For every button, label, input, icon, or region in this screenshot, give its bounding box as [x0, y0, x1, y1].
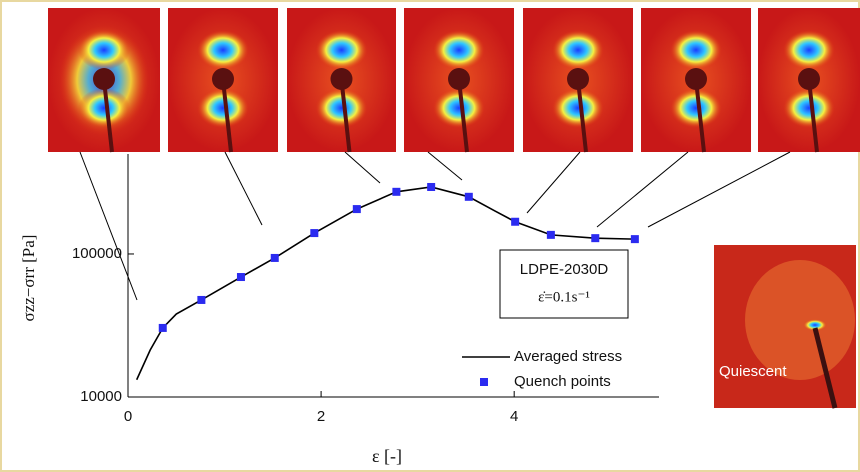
x-tick-label: 0: [124, 408, 132, 425]
blob: [78, 88, 130, 128]
blob: [433, 88, 485, 128]
legend-label: Quench points: [514, 373, 611, 390]
thumbnails: [48, 8, 860, 153]
quench-point: [546, 230, 555, 239]
beamstop: [567, 68, 589, 90]
legend-marker: [480, 378, 488, 386]
quench-point: [392, 187, 401, 196]
blob: [552, 30, 604, 70]
beamstop-arm: [457, 79, 469, 153]
leader: [427, 151, 463, 181]
beamstop: [330, 68, 353, 90]
blob: [783, 88, 835, 128]
blob: [783, 30, 835, 70]
blob: [433, 30, 485, 70]
blob: [670, 88, 722, 128]
scatter-ring: [745, 260, 855, 380]
leader: [224, 151, 263, 226]
beamstop: [212, 68, 234, 90]
quench-point: [464, 192, 473, 201]
quench-point: [427, 182, 436, 191]
blob: [197, 88, 249, 128]
x-tick-label: 4: [510, 408, 518, 425]
beamstop-arm: [807, 79, 819, 153]
leader: [526, 151, 581, 214]
beamstop-arm: [576, 79, 588, 153]
quiescent-label: Quiescent: [719, 363, 787, 380]
leader: [344, 151, 381, 184]
leader: [647, 151, 791, 228]
leader: [596, 151, 689, 228]
beamstop: [93, 68, 115, 90]
y-tick-label: 100000: [72, 245, 122, 262]
x-axis-label: ε [-]: [372, 446, 402, 466]
blob: [315, 88, 368, 128]
beamstop: [798, 68, 820, 90]
quench-point: [352, 205, 361, 214]
x-tick-label: 2: [317, 408, 325, 425]
beamstop: [448, 68, 470, 90]
legend-label: Averaged stress: [514, 348, 622, 365]
blob: [315, 30, 368, 70]
quench-point: [236, 273, 245, 282]
quench-point: [158, 323, 167, 332]
beamstop-arm: [102, 79, 114, 153]
beam: [803, 319, 827, 331]
quiescent-image: Quiescent: [714, 245, 856, 409]
blob: [552, 88, 604, 128]
quench-point: [310, 229, 319, 238]
annotation-box: [499, 249, 629, 319]
blob: [670, 30, 722, 70]
blob: [78, 30, 130, 70]
beamstop: [812, 327, 838, 409]
y-tick-label: 10000: [80, 388, 122, 405]
y-axis-label: σzz−σrr [Pa]: [19, 235, 38, 322]
beamstop-arm: [221, 79, 233, 153]
beamstop-arm: [694, 79, 706, 153]
quench-point: [270, 253, 279, 262]
annotation: LDPE-2030D: [520, 261, 609, 278]
annotation: ε̇=0.1s⁻¹: [538, 289, 590, 305]
quench-point: [511, 217, 520, 226]
quench-point: [197, 295, 206, 304]
beamstop: [685, 68, 707, 90]
quench-point: [630, 235, 639, 244]
blob: [197, 30, 249, 70]
beamstop-arm: [339, 79, 352, 153]
plot: 10000 100000 0 2 4 Averaged stress Quench poin…: [72, 154, 659, 425]
leader-lines: [79, 151, 791, 301]
quench-point: [591, 234, 600, 243]
